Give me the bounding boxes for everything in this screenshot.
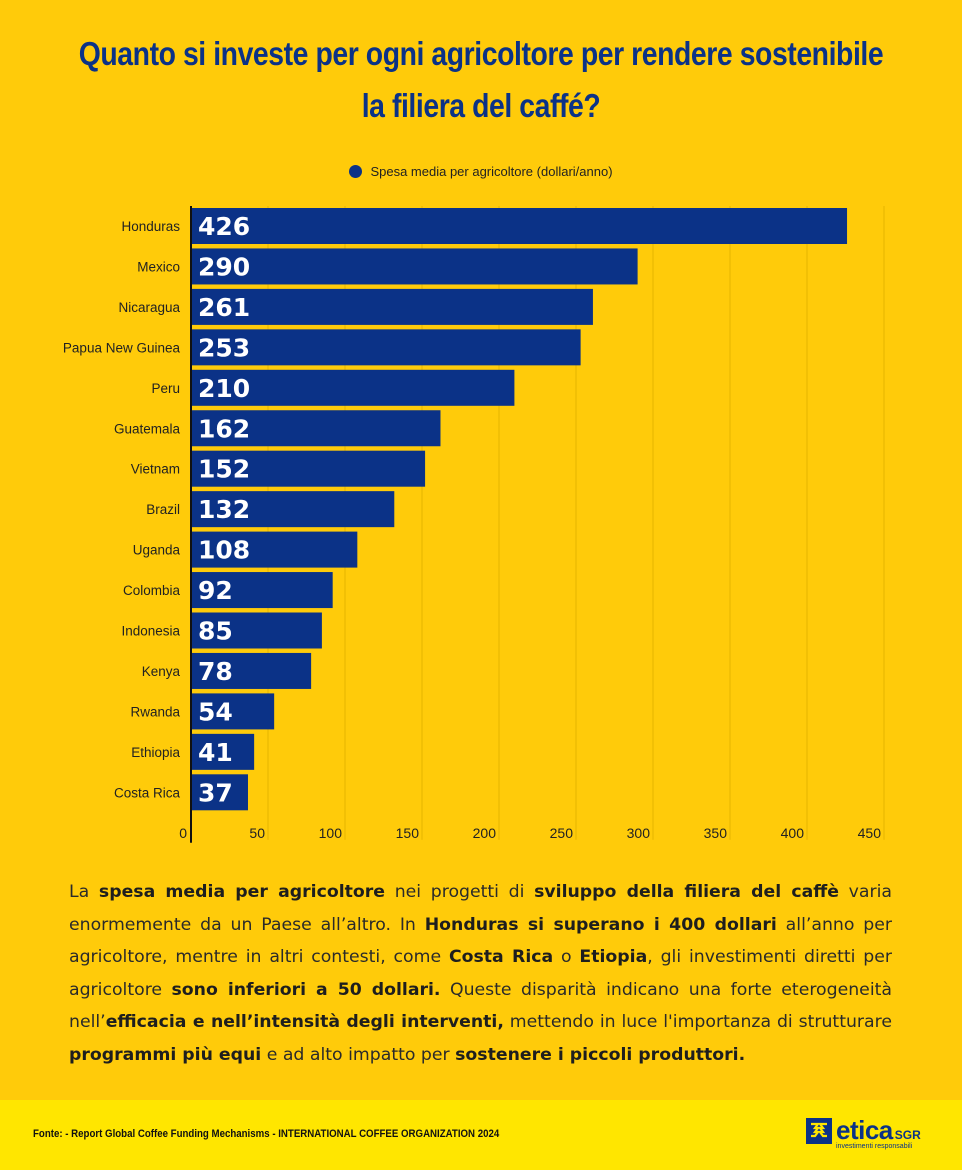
paragraph-bold-segment: spesa media per agricoltore [98,882,386,902]
bar-rwanda [191,693,275,730]
logo-word: etica [836,1115,893,1145]
category-label: Indonesia [121,624,180,639]
category-label: Honduras [121,219,180,234]
data-label: 37 [198,778,233,807]
category-label: Vietnam [131,462,180,477]
legend-label: Spesa media per agricoltore (dollari/ann… [370,164,613,179]
data-label: 132 [198,495,250,524]
paragraph-segment: all’anno per agricoltore, mentre in altr… [69,914,892,968]
title-line-2: la filiera del caffé? [361,87,601,124]
paragraph-bold-segment: Honduras si superano i 400 dollari [424,914,777,935]
paragraph-bold-segment: sono inferiori a 50 dollari. [171,979,441,1000]
category-label: Brazil [146,502,180,517]
bar-guatemala [191,410,441,447]
x-tick-label: 400 [781,825,805,841]
paragraph-segment: varia enormemente da un Paese all’altro.… [69,882,892,935]
logo-sgr: SGR [894,1128,921,1142]
paragraph-bold-segment: Etiopia [579,947,648,967]
logo-tagline: investimenti responsabili [836,1143,913,1150]
x-tick-label: 0 [179,825,187,841]
x-tick-label: 50 [249,825,265,841]
paragraph-segment: La [69,882,99,902]
category-label: Rwanda [130,704,180,719]
page-title: Quanto si investe per ogni agricoltore p… [67,28,894,132]
category-label: Uganda [133,543,181,558]
bar-uganda [191,531,358,568]
paragraph-bold-segment: sviluppo della filiera del caffè [534,882,839,902]
bar-papua-new-guinea [191,329,581,366]
etica-sgr-logo: etica SGR investimenti responsabili [806,1115,921,1150]
bar-costa-rica [191,774,248,811]
paragraph-bold-segment: sostenere i piccoli produttori. [455,1044,746,1065]
bar-honduras [191,208,848,244]
x-tick-label: 150 [396,825,420,841]
data-label: 41 [198,738,233,767]
paragraph-segment: mettendo in luce l'importanza di struttu… [503,1012,892,1032]
bar-chart: 0 50 100 150 200 250 300 350 400 450 Honduras 426 Me… [63,206,885,843]
x-tick-label: 350 [704,825,728,841]
legend-swatch [349,165,363,178]
category-label: Ethiopia [131,745,180,760]
bar-brazil [191,491,395,528]
data-label: 253 [198,333,250,362]
x-tick-label: 100 [319,825,343,841]
category-label: Peru [151,381,180,396]
category-label: Costa Rica [114,785,181,800]
data-label: 290 [198,252,250,281]
bar-nicaragua [191,288,593,325]
title-line-1: Quanto si investe per ogni agricoltore p… [78,35,884,72]
bar-vietnam [191,450,426,487]
chart-legend: Spesa media per agricoltore (dollari/ann… [0,164,962,179]
data-label: 54 [198,697,233,726]
data-label: 85 [198,617,233,646]
bar-colombia [191,572,333,609]
data-label: 210 [198,374,250,403]
paragraph-bold-segment: programmi più equi [69,1044,262,1065]
category-label: Colombia [123,583,181,598]
x-tick-label: 250 [550,825,574,841]
data-label: 78 [198,657,233,686]
data-label: 108 [198,536,250,565]
paragraph-segment: Queste disparità indicano una forte eter… [69,979,892,1033]
category-label: Kenya [142,664,181,679]
data-label: 261 [198,293,250,322]
paragraph-bold-segment: Costa Rica [448,947,554,967]
description-paragraph: La spesa media per agricoltore nei proge… [69,876,892,1071]
paragraph-segment: , gli investimenti diretti per agricolto… [69,947,892,1000]
paragraph-segment: e ad alto impatto per [261,1044,456,1065]
paragraph-segment: nei progetti di [385,882,535,902]
footer: Fonte: - Report Global Coffee Funding Me… [0,1100,962,1170]
paragraph-segment: o [553,947,580,967]
bar-indonesia [191,612,322,649]
source-note: Fonte: - Report Global Coffee Funding Me… [33,1128,500,1140]
paragraph-bold-segment: efficacia e nell’intensità degli interve… [105,1012,504,1032]
bar-ethiopia [191,733,255,770]
data-label: 426 [198,212,250,241]
category-label: Guatemala [114,421,181,436]
data-label: 92 [198,576,233,605]
x-tick-label: 450 [858,825,882,841]
bar-mexico [191,248,638,285]
bar-kenya [191,652,312,689]
data-label: 152 [198,455,250,484]
data-label: 162 [198,414,250,443]
category-label: Papua New Guinea [63,340,181,355]
category-label: Nicaragua [118,300,180,315]
x-tick-label: 200 [473,825,497,841]
category-label: Mexico [137,259,180,274]
x-tick-label: 300 [627,825,651,841]
logo-mark-icon [806,1118,832,1144]
bar-peru [191,369,515,406]
